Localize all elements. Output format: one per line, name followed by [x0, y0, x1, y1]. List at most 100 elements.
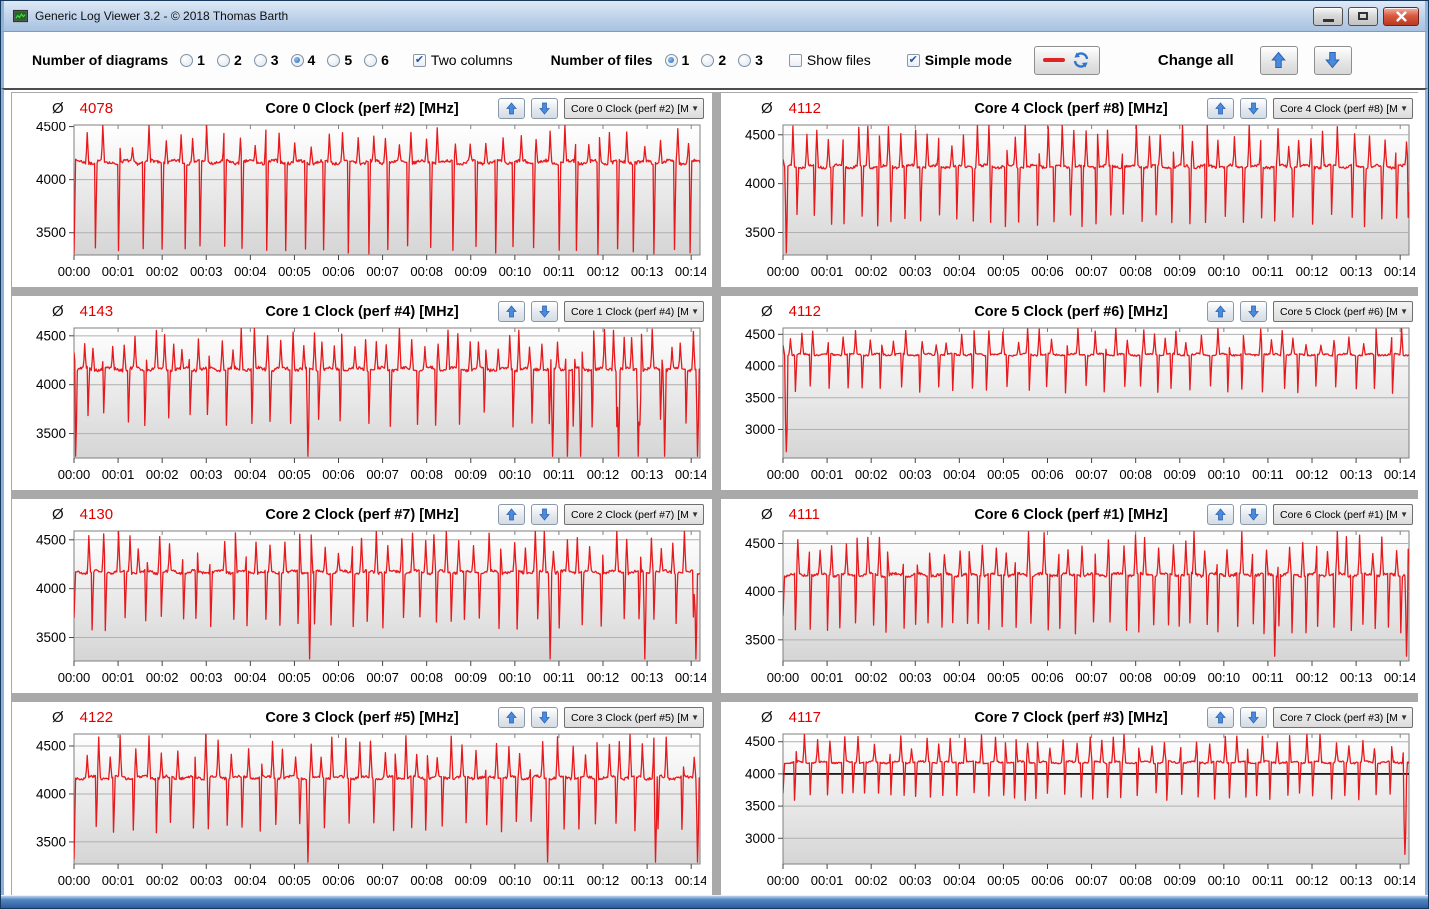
move-up-button[interactable]: [498, 98, 525, 119]
svg-text:00:03: 00:03: [899, 670, 932, 685]
svg-text:00:14: 00:14: [675, 873, 706, 888]
panel-header: Ø 4117 Core 7 Clock (perf #3) [MHz] Core…: [721, 704, 1421, 731]
svg-text:00:04: 00:04: [943, 467, 976, 482]
move-up-button[interactable]: [1207, 504, 1234, 525]
move-down-button[interactable]: [1240, 98, 1267, 119]
channel-select[interactable]: Core 1 Clock (perf #4) [MH ▼: [564, 301, 704, 322]
move-up-button[interactable]: [498, 504, 525, 525]
chevron-down-icon: ▼: [1400, 307, 1408, 316]
svg-text:3000: 3000: [745, 422, 775, 437]
change-all-up-button[interactable]: [1259, 45, 1298, 75]
radio-icon[interactable]: [180, 53, 194, 67]
svg-text:00:06: 00:06: [1031, 264, 1064, 279]
svg-text:00:12: 00:12: [1296, 670, 1329, 685]
close-icon: [1395, 10, 1407, 22]
svg-text:00:03: 00:03: [190, 670, 223, 685]
reset-sync-button[interactable]: [1033, 45, 1100, 75]
svg-text:00:01: 00:01: [102, 264, 135, 279]
move-down-button[interactable]: [531, 504, 558, 525]
svg-text:00:06: 00:06: [322, 467, 355, 482]
average-symbol: Ø: [761, 709, 773, 726]
svg-text:00:04: 00:04: [234, 467, 267, 482]
move-down-button[interactable]: [531, 707, 558, 728]
channel-select[interactable]: Core 3 Clock (perf #5) [MH ▼: [564, 707, 704, 728]
checkbox-checked-icon[interactable]: [906, 53, 920, 67]
svg-text:00:06: 00:06: [322, 873, 355, 888]
radio-selected-icon[interactable]: [664, 53, 678, 67]
chevron-down-icon: ▼: [1400, 510, 1408, 519]
arrow-down-icon: [539, 102, 550, 115]
move-down-button[interactable]: [1240, 504, 1267, 525]
radio-icon[interactable]: [216, 53, 230, 67]
panel-header: Ø 4122 Core 3 Clock (perf #5) [MHz] Core…: [12, 704, 712, 731]
line-chart: 4500 4000 3500 00:00 00:01 00:02 00:03 00:04 00:…: [12, 325, 712, 488]
minimize-button[interactable]: [1313, 6, 1343, 26]
channel-select[interactable]: Core 4 Clock (perf #8) [MH ▼: [1273, 98, 1413, 119]
svg-text:00:11: 00:11: [1252, 467, 1284, 482]
radio-icon[interactable]: [253, 53, 267, 67]
svg-text:00:07: 00:07: [366, 873, 399, 888]
svg-text:00:06: 00:06: [1031, 467, 1064, 482]
radio-icon[interactable]: [364, 53, 378, 67]
diagrams-option-4[interactable]: 4: [290, 52, 315, 68]
maximize-icon: [1358, 12, 1368, 20]
move-up-button[interactable]: [498, 707, 525, 728]
close-button[interactable]: [1383, 6, 1419, 26]
panel-header: Ø 4078 Core 0 Clock (perf #2) [MHz] Core…: [12, 95, 712, 122]
simple-mode-checkbox[interactable]: Simple mode: [906, 52, 1012, 68]
svg-text:4000: 4000: [745, 584, 775, 599]
channel-select[interactable]: Core 0 Clock (perf #2) [MH ▼: [564, 98, 704, 119]
diagrams-option-5[interactable]: 5: [327, 52, 352, 68]
svg-text:00:00: 00:00: [767, 670, 800, 685]
svg-text:00:11: 00:11: [1252, 670, 1284, 685]
sync-icon: [1074, 52, 1089, 68]
svg-text:00:07: 00:07: [366, 264, 399, 279]
radio-icon[interactable]: [701, 53, 715, 67]
show-files-checkbox[interactable]: Show files: [788, 52, 871, 68]
move-down-button[interactable]: [1240, 301, 1267, 322]
channel-select[interactable]: Core 2 Clock (perf #7) [MH ▼: [564, 504, 704, 525]
channel-select[interactable]: Core 7 Clock (perf #3) [MH ▼: [1273, 707, 1413, 728]
svg-text:00:08: 00:08: [410, 264, 443, 279]
svg-text:00:02: 00:02: [146, 670, 179, 685]
svg-text:00:06: 00:06: [1031, 873, 1064, 888]
diagrams-option-3[interactable]: 3: [253, 52, 279, 68]
channel-select[interactable]: Core 6 Clock (perf #1) [MH ▼: [1273, 504, 1413, 525]
move-up-button[interactable]: [1207, 301, 1234, 322]
arrow-down-icon: [539, 711, 550, 724]
radio-icon[interactable]: [738, 53, 752, 67]
svg-text:00:06: 00:06: [322, 264, 355, 279]
arrow-up-icon: [506, 508, 517, 521]
two-columns-checkbox[interactable]: Two columns: [412, 52, 513, 68]
svg-text:3000: 3000: [745, 831, 775, 846]
radio-selected-icon[interactable]: [290, 53, 304, 67]
channel-select[interactable]: Core 5 Clock (perf #6) [MH ▼: [1273, 301, 1413, 322]
files-option-2[interactable]: 2: [701, 52, 726, 68]
panel-header: Ø 4111 Core 6 Clock (perf #1) [MHz] Core…: [721, 501, 1421, 528]
svg-text:3500: 3500: [745, 390, 775, 405]
line-chart: 4500 4000 3500 3000 00:00 00:01 00:02 00:03 00:0…: [721, 731, 1421, 894]
svg-text:00:04: 00:04: [943, 873, 976, 888]
files-option-3[interactable]: 3: [738, 52, 763, 68]
maximize-button[interactable]: [1348, 6, 1378, 26]
checkbox-checked-icon[interactable]: [412, 53, 426, 67]
svg-text:00:11: 00:11: [1252, 264, 1284, 279]
diagrams-option-1[interactable]: 1: [180, 52, 205, 68]
change-all-down-button[interactable]: [1313, 45, 1352, 75]
svg-text:4500: 4500: [745, 734, 775, 749]
checkbox-icon[interactable]: [788, 53, 802, 67]
move-down-button[interactable]: [531, 301, 558, 322]
diagrams-option-2[interactable]: 2: [216, 52, 242, 68]
move-up-button[interactable]: [1207, 98, 1234, 119]
svg-text:00:10: 00:10: [499, 670, 532, 685]
radio-icon[interactable]: [327, 53, 341, 67]
arrow-up-icon: [1215, 305, 1226, 318]
diagrams-option-6[interactable]: 6: [364, 52, 389, 68]
move-up-button[interactable]: [498, 301, 525, 322]
move-down-button[interactable]: [1240, 707, 1267, 728]
move-up-button[interactable]: [1207, 707, 1234, 728]
svg-text:00:00: 00:00: [58, 670, 91, 685]
line-chart: 4500 4000 3500 00:00 00:01 00:02 00:03 00:04 00:…: [721, 122, 1421, 285]
move-down-button[interactable]: [531, 98, 558, 119]
files-option-1[interactable]: 1: [664, 52, 689, 68]
